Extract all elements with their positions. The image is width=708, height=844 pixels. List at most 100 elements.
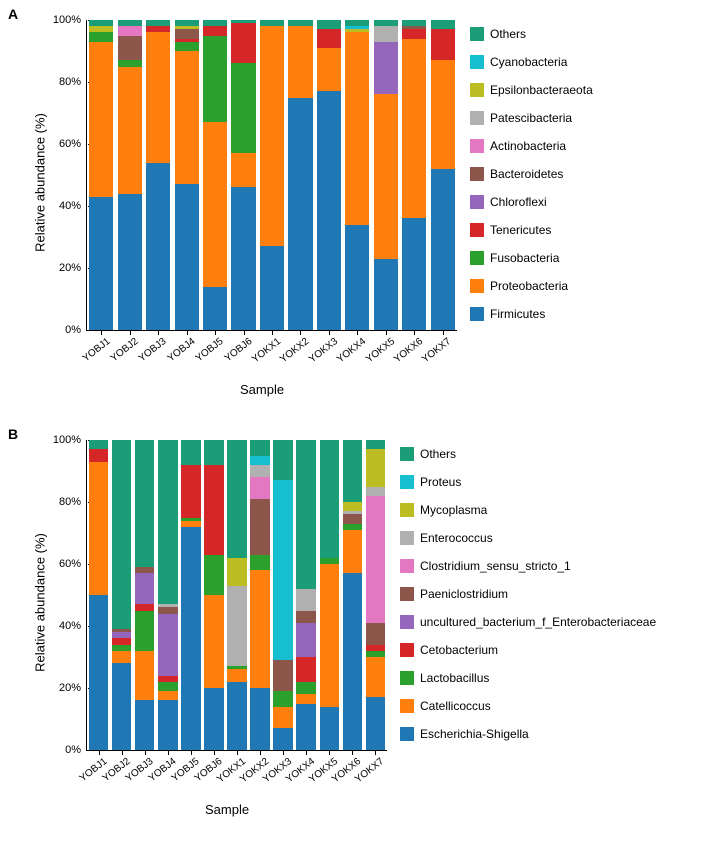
legend-item: Proteobacteria xyxy=(470,272,593,300)
y-tick-label: 60% xyxy=(59,558,87,570)
bar-segment xyxy=(320,564,340,707)
bar-segment xyxy=(296,611,316,623)
y-tick-label: 40% xyxy=(59,200,87,212)
bar-segment xyxy=(366,487,386,496)
legend-label: Clostridium_sensu_stricto_1 xyxy=(420,559,571,573)
x-tick-label: YOKX2 xyxy=(278,336,311,365)
bar-segment xyxy=(374,42,398,95)
bar-segment xyxy=(374,94,398,258)
legend-item: Enterococcus xyxy=(400,524,656,552)
legend-swatch xyxy=(400,671,414,685)
bar-segment xyxy=(317,91,341,330)
bar-segment xyxy=(158,440,178,604)
bar-segment xyxy=(250,570,270,688)
bar-segment xyxy=(146,32,170,162)
bar-segment xyxy=(296,694,316,703)
bar-segment xyxy=(260,246,284,330)
bar-segment xyxy=(260,26,284,246)
legend-swatch xyxy=(400,503,414,517)
bar-segment xyxy=(112,645,132,651)
x-tick-mark xyxy=(260,750,261,755)
bar-segment xyxy=(89,197,113,330)
bar-segment xyxy=(366,651,386,657)
bar-segment xyxy=(118,26,142,35)
legend-swatch xyxy=(470,27,484,41)
y-tick-label: 80% xyxy=(59,496,87,508)
bar-segment xyxy=(296,623,316,657)
bar-YOBJ6 xyxy=(231,20,255,330)
bar-segment xyxy=(231,187,255,330)
bar-segment xyxy=(273,691,293,707)
bar-segment xyxy=(89,42,113,197)
bar-YOKX6 xyxy=(402,20,426,330)
legend-label: Proteobacteria xyxy=(490,279,568,293)
bar-segment xyxy=(118,20,142,26)
x-tick-mark xyxy=(244,330,245,335)
bar-segment xyxy=(343,524,363,530)
x-tick-mark xyxy=(145,750,146,755)
bar-segment xyxy=(89,440,109,449)
bar-segment xyxy=(317,29,341,48)
bar-segment xyxy=(227,669,247,681)
bar-segment xyxy=(158,607,178,613)
x-tick-label: YOKX3 xyxy=(307,336,340,365)
legend-label: Enterococcus xyxy=(420,531,493,545)
bar-segment xyxy=(175,26,199,29)
bar-segment xyxy=(204,595,224,688)
bar-segment xyxy=(288,98,312,331)
legend-item: Paeniclostridium xyxy=(400,580,656,608)
bar-segment xyxy=(288,20,312,26)
x-tick-mark xyxy=(300,330,301,335)
bar-segment xyxy=(158,676,178,682)
legend-swatch xyxy=(470,83,484,97)
bar-segment xyxy=(317,48,341,91)
x-tick-mark xyxy=(375,750,376,755)
legend-label: Epsilonbacteraeota xyxy=(490,83,593,97)
legend-label: Proteus xyxy=(420,475,461,489)
x-tick-mark xyxy=(352,750,353,755)
bar-segment xyxy=(345,29,369,32)
x-tick-mark xyxy=(329,330,330,335)
bar-segment xyxy=(343,511,363,514)
bar-segment xyxy=(203,26,227,35)
legend-label: Paeniclostridium xyxy=(420,587,508,601)
bar-YOKX2 xyxy=(288,20,312,330)
x-tick-label: YOKX5 xyxy=(364,336,397,365)
bar-YOBJ3 xyxy=(146,20,170,330)
x-tick-mark xyxy=(99,750,100,755)
panel-a: A0%20%40%60%80%100%YOBJ1YOBJ2YOBJ3YOBJ4Y… xyxy=(0,0,708,420)
legend-label: Patescibacteria xyxy=(490,111,572,125)
x-tick-mark xyxy=(158,330,159,335)
bar-segment xyxy=(402,39,426,219)
legend-label: Lactobacillus xyxy=(420,671,489,685)
bar-segment xyxy=(231,23,255,63)
legend-item: Cetobacterium xyxy=(400,636,656,664)
y-tick-label: 20% xyxy=(59,262,87,274)
bar-segment xyxy=(227,666,247,669)
bar-segment xyxy=(118,194,142,330)
y-axis-label: Relative abundance (%) xyxy=(33,523,48,683)
x-tick-mark xyxy=(306,750,307,755)
bar-segment xyxy=(175,42,199,51)
x-tick-label: YOBJ3 xyxy=(137,336,169,364)
bar-segment xyxy=(343,502,363,511)
bar-segment xyxy=(366,697,386,750)
bar-segment xyxy=(296,589,316,611)
y-tick-label: 40% xyxy=(59,620,87,632)
bar-segment xyxy=(203,36,227,123)
legend-item: Others xyxy=(400,440,656,468)
bar-segment xyxy=(296,682,316,694)
y-tick-label: 60% xyxy=(59,138,87,150)
x-tick-mark xyxy=(329,750,330,755)
legend-swatch xyxy=(470,279,484,293)
bar-segment xyxy=(250,688,270,750)
bar-segment xyxy=(273,707,293,729)
legend-item: Bacteroidetes xyxy=(470,160,593,188)
bar-segment xyxy=(374,26,398,42)
bar-YOKX1 xyxy=(260,20,284,330)
legend-swatch xyxy=(470,167,484,181)
x-tick-mark xyxy=(272,330,273,335)
bar-segment xyxy=(118,36,142,61)
bar-segment xyxy=(175,20,199,26)
legend-item: Actinobacteria xyxy=(470,132,593,160)
